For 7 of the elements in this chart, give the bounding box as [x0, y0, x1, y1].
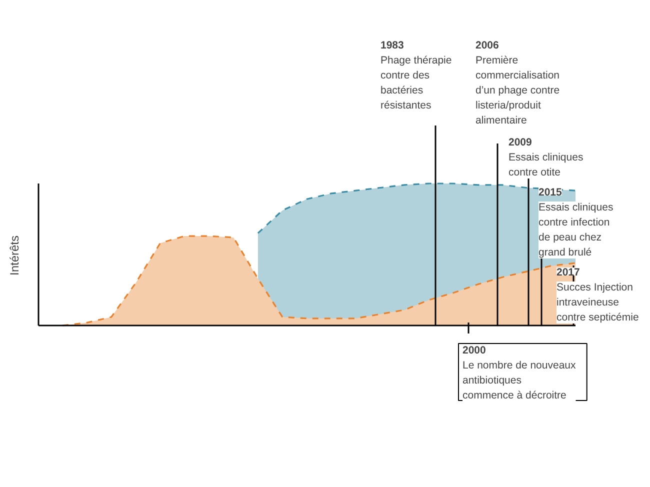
- y-axis-title: Intérêts: [8, 235, 22, 276]
- annotation: 2015 Essais cliniques contre infection de peau chez grand brulé: [538, 186, 614, 258]
- text: 2009 Essais cliniques contre otite: [508, 136, 584, 178]
- text: 2006 Première commercialisation d’un phage contre listeria/produit alimentaire: [476, 40, 560, 126]
- annotation: 2017 Succes Injection intraveineuse contre septicémie: [556, 266, 639, 324]
- text: 1983 Phage thérapie contre des bactéries résistantes: [380, 40, 452, 112]
- text: 2000 Le nombre de nouveaux antibiotiques commence à décroitre: [462, 344, 576, 402]
